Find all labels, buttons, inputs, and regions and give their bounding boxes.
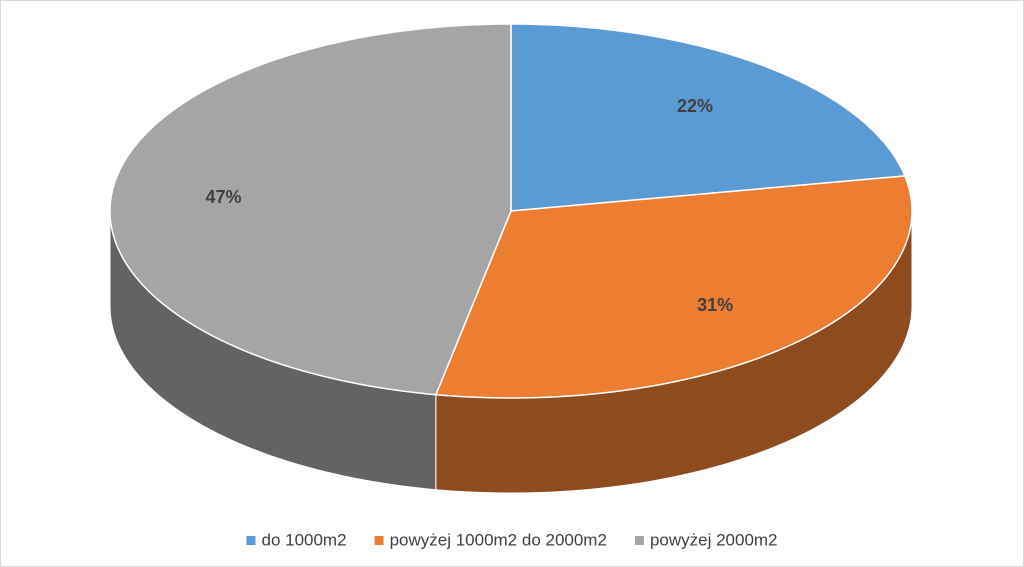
legend-label: powyżej 1000m2 do 2000m2 <box>390 530 607 549</box>
legend: do 1000m2 powyżej 1000m2 do 2000m2 powyżej… <box>246 530 778 549</box>
data-label: 22% <box>677 96 713 116</box>
slice <box>109 23 512 396</box>
slice <box>434 175 913 399</box>
legend-label: powyżej 2000m2 <box>650 530 778 549</box>
slice <box>510 23 906 212</box>
legend-swatch <box>246 536 256 545</box>
legend-swatch <box>374 536 384 545</box>
legend-label: do 1000m2 <box>261 530 346 549</box>
legend-swatch <box>634 536 644 545</box>
data-label: 31% <box>697 295 733 315</box>
data-label: 47% <box>206 187 242 207</box>
